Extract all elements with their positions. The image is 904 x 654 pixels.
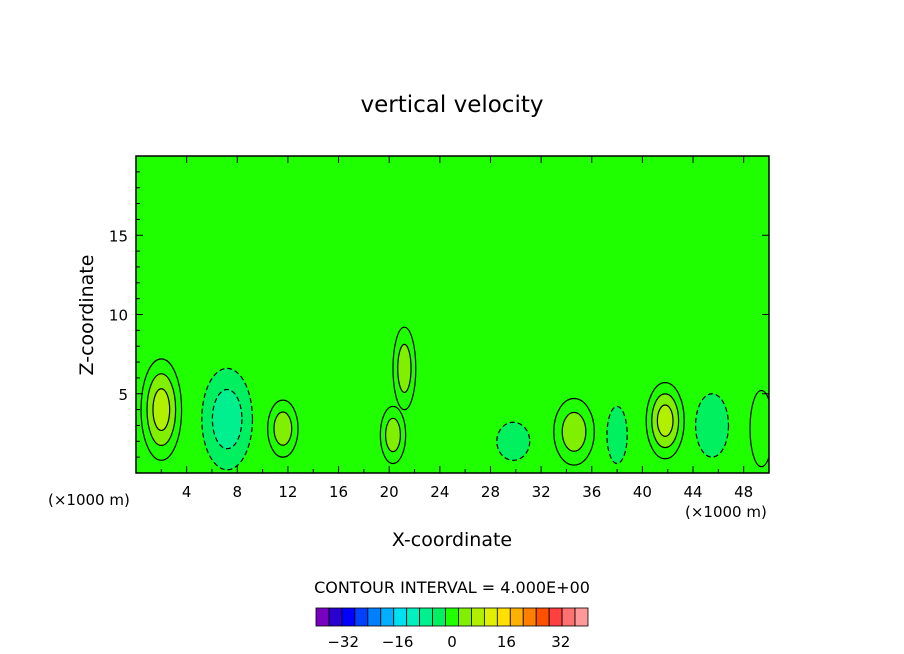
contour-feature-10 [694,393,730,458]
colorbar-swatch [367,607,382,627]
contour-level [397,343,412,394]
x-tick-label: 8 [233,483,243,501]
colorbar-tick-label: −32 [327,633,359,651]
colorbar-tick-labels: −32 −16 0 16 32 [327,633,570,651]
contour-level [273,411,293,446]
contour-feature-9 [645,382,685,460]
contour-feature-11 [749,389,769,468]
y-tick-label: 5 [118,386,128,404]
y-axis-ticks: 5 10 15 [109,171,769,458]
x-tick-label: 16 [329,483,348,501]
x-tick-label: 20 [380,483,399,501]
colorbar-swatch [445,607,459,627]
x-tick-label: 4 [182,483,192,501]
contour-feature-5 [392,326,417,411]
x-tick-label: 24 [430,483,449,501]
colorbar-tick-label: 0 [447,633,457,651]
chart-title: vertical velocity [361,92,544,118]
colorbar-swatch [458,607,472,627]
x-tick-label: 32 [532,483,551,501]
contour-level [211,388,243,450]
x-unit-right: (×1000 m) [685,503,767,521]
colorbar-swatch [483,607,498,627]
x-axis-label: X-coordinate [392,529,512,551]
colorbar-swatch [574,607,589,627]
contour-feature-3 [267,399,299,458]
colorbar-swatch [432,607,446,627]
contour-level [496,421,531,461]
colorbar-swatch [354,607,369,627]
x-tick-label: 28 [481,483,500,501]
colorbar-swatch [471,607,485,627]
contour-level [385,417,401,453]
colorbar-swatch [509,607,524,627]
x-tick-label: 36 [582,483,601,501]
contour-level [152,388,171,432]
colorbar-swatch [535,607,550,627]
x-axis-ticks: 4 8 12 16 20 24 28 32 36 40 44 48 [160,156,753,501]
colorbar-tick-label: 16 [497,633,516,651]
contour-feature-4 [379,405,407,465]
x-tick-label: 40 [633,483,652,501]
colorbar [315,607,589,627]
contour-feature-7 [553,397,595,466]
x-tick-label: 12 [278,483,297,501]
contour-interval-label: CONTOUR INTERVAL = 4.000E+00 [314,578,590,597]
colorbar-swatch [419,607,433,627]
colorbar-swatch [328,607,343,627]
y-tick-label: 10 [109,307,128,325]
y-tick-label: 15 [109,227,128,245]
contour-level [749,389,769,468]
contour-feature-1 [140,358,183,461]
x-tick-label: 44 [683,483,702,501]
colorbar-swatch [548,607,563,627]
colorbar-swatch [315,607,330,627]
colorbar-tick-label: 32 [551,633,570,651]
contour-regions [140,326,769,471]
colorbar-swatch [393,607,408,627]
colorbar-tick-label: −16 [382,633,414,651]
contour-level [656,404,674,437]
colorbar-swatch [380,607,395,627]
colorbar-swatch [522,607,537,627]
contour-feature-8 [606,405,628,465]
colorbar-swatch [406,607,421,627]
contour-feature-6 [496,421,531,461]
x-tick-label: 48 [734,483,753,501]
y-axis-label: Z-coordinate [76,255,98,376]
colorbar-swatch [561,607,576,627]
contour-level [606,405,628,465]
colorbar-swatch [341,607,356,627]
x-unit-left: (×1000 m) [48,491,130,509]
contour-feature-2 [201,367,254,471]
contour-level [561,411,587,452]
contour-level [694,393,730,458]
colorbar-swatch [496,607,511,627]
